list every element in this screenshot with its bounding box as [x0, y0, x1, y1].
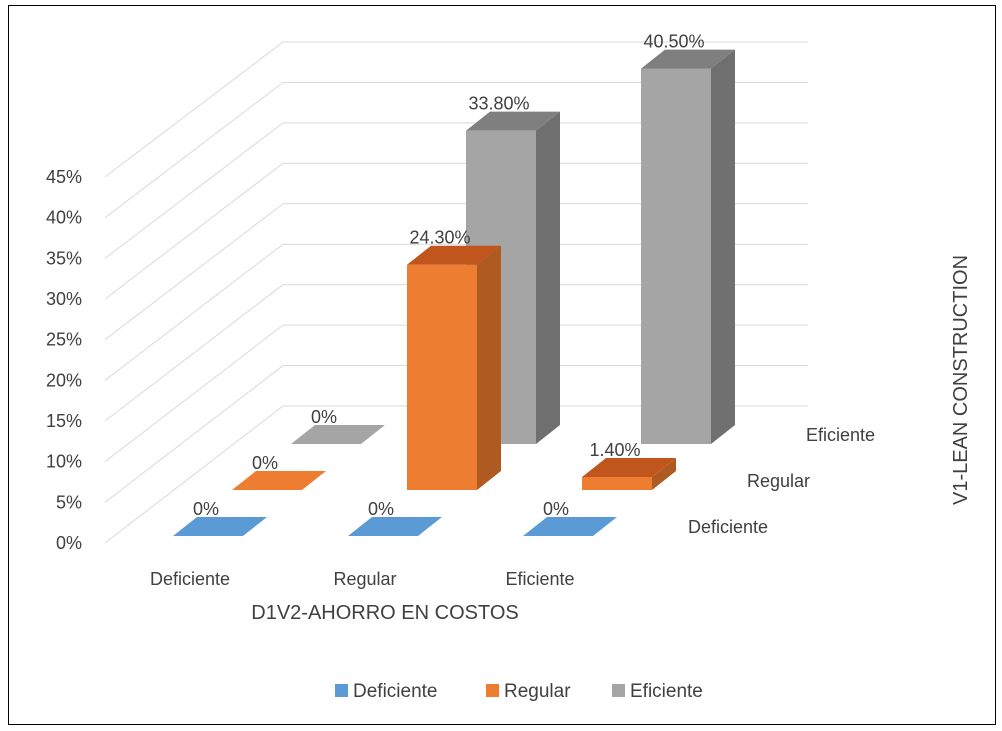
y-tick-label: 20%: [46, 370, 82, 390]
data-label: 33.80%: [468, 94, 529, 114]
y-tick-label: 15%: [46, 411, 82, 431]
data-label: 40.50%: [643, 32, 704, 52]
bar-top: [523, 517, 617, 536]
data-label: 1.40%: [589, 440, 640, 460]
bar-front: [582, 477, 652, 490]
y-tick-label: 5%: [56, 492, 82, 512]
data-label: 24.30%: [409, 228, 470, 248]
gridline: [104, 284, 808, 422]
bar-top: [582, 458, 676, 478]
y-tick-label: 30%: [46, 289, 82, 309]
bar-top: [173, 517, 267, 536]
depth-axis-ticks: Deficiente Regular Eficiente: [688, 425, 875, 537]
x-tick-label: Deficiente: [150, 569, 230, 589]
data-label: 0%: [193, 499, 219, 519]
bar-side: [711, 49, 735, 444]
legend[interactable]: Deficiente Regular Eficiente: [335, 681, 703, 702]
data-label: 0%: [311, 407, 337, 427]
gridline: [104, 203, 808, 341]
data-labels: 0% 33.80% 40.50% 0% 24.30% 1.40% 0% 0% 0%: [193, 32, 705, 519]
bar-top: [291, 425, 385, 444]
depth-axis-title: V1-LEAN CONSTRUCTION: [950, 255, 972, 505]
x-tick-label: Eficiente: [505, 569, 574, 589]
y-tick-label: 10%: [46, 452, 82, 472]
bar-top: [348, 517, 442, 536]
depth-tick-label: Regular: [747, 471, 810, 491]
gridline: [104, 365, 808, 503]
data-label: 0%: [252, 453, 278, 473]
legend-swatch: [335, 684, 348, 697]
depth-tick-label: Eficiente: [806, 425, 875, 445]
y-axis-ticks: 0% 5% 10% 15% 20% 25% 30% 35% 40% 45%: [46, 167, 82, 553]
bar-side: [652, 458, 676, 490]
bar-front: [407, 264, 477, 490]
bars: [173, 49, 735, 536]
bar-top: [641, 49, 735, 69]
legend-label[interactable]: Deficiente: [353, 681, 438, 702]
data-label: 0%: [368, 499, 394, 519]
x-tick-label: Regular: [333, 569, 396, 589]
bar-front: [641, 68, 711, 444]
bar-top: [232, 471, 326, 490]
bar-side: [477, 245, 501, 490]
legend-swatch: [486, 684, 499, 697]
y-tick-label: 45%: [46, 167, 82, 187]
gridline: [104, 243, 808, 381]
x-axis-ticks: Deficiente Regular Eficiente: [150, 569, 575, 589]
gridline: [104, 405, 808, 544]
bar-top: [466, 111, 560, 131]
y-tick-label: 25%: [46, 330, 82, 350]
data-label: 0%: [543, 499, 569, 519]
y-tick-label: 0%: [56, 533, 82, 553]
bar-side: [536, 111, 560, 444]
legend-swatch: [612, 684, 625, 697]
gridline: [104, 324, 808, 463]
gridline: [104, 41, 808, 178]
y-tick-label: 35%: [46, 248, 82, 268]
y-tick-label: 40%: [46, 208, 82, 228]
bar-top: [407, 245, 501, 265]
gridlines: [104, 41, 808, 544]
gridline: [104, 81, 808, 219]
depth-tick-label: Deficiente: [688, 517, 768, 537]
gridline: [104, 122, 808, 259]
x-axis-title: D1V2-AHORRO EN COSTOS: [251, 602, 518, 624]
legend-label[interactable]: Eficiente: [630, 681, 703, 702]
legend-label[interactable]: Regular: [504, 681, 571, 702]
gridline: [104, 162, 808, 300]
